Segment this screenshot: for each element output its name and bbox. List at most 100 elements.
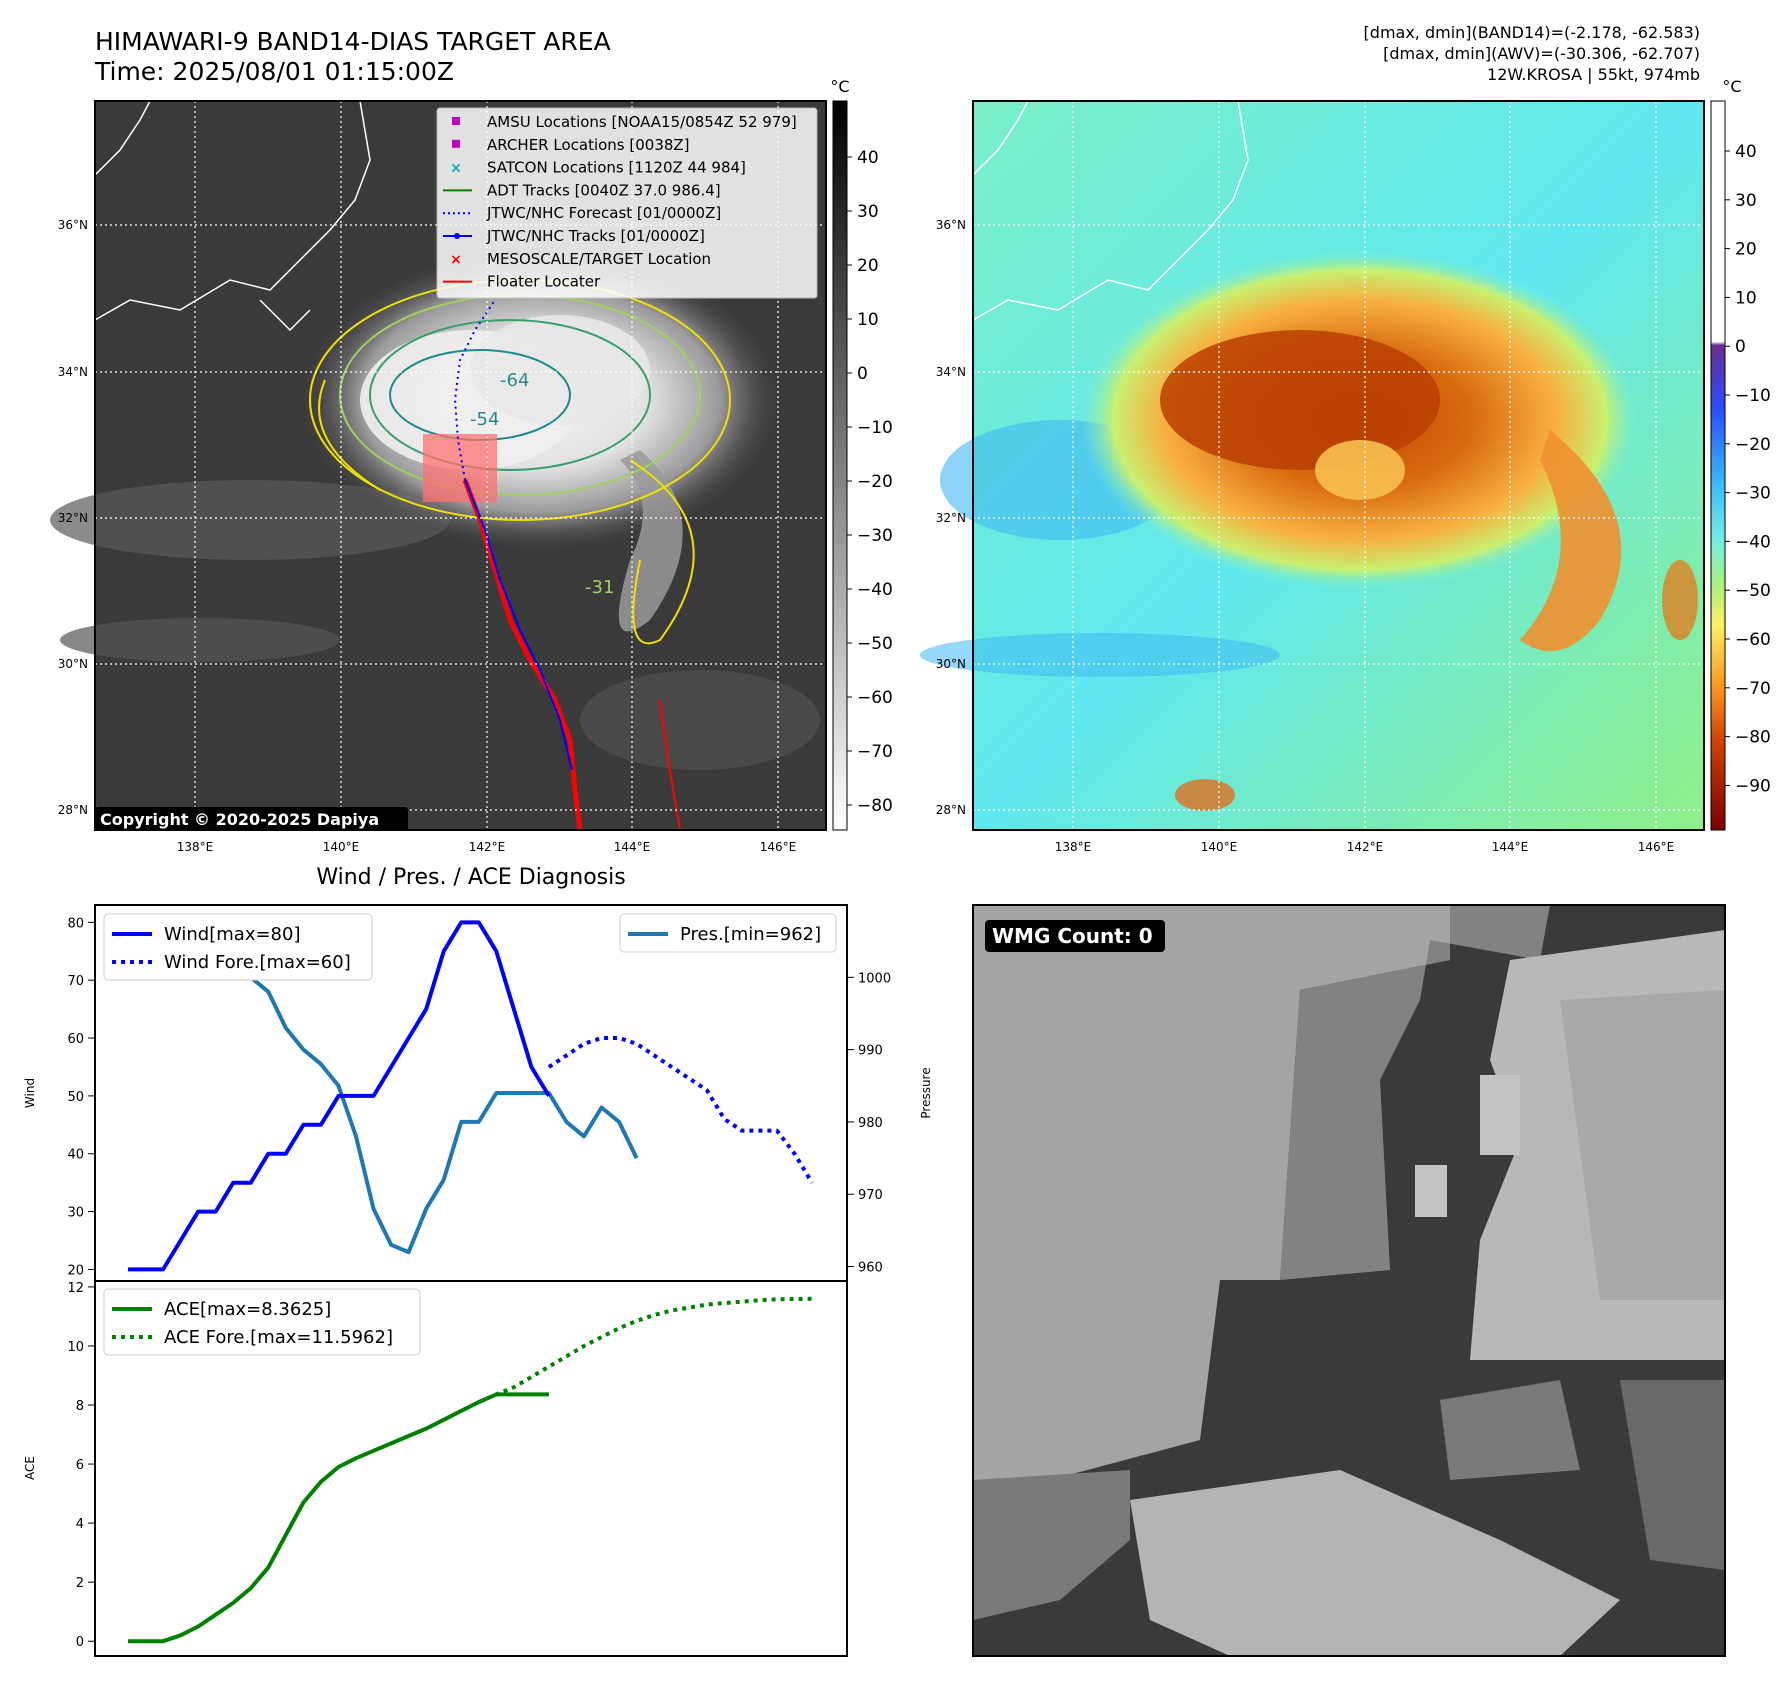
ir-legend: AMSU Locations [NOAA15/0854Z 52 979] ARCH… (436, 107, 818, 299)
figure-title: HIMAWARI-9 BAND14-DIAS TARGET AREA (95, 27, 611, 56)
legend-item-label: ADT Tracks [0040Z 37.0 986.4] (487, 181, 721, 199)
svg-text:142°E: 142°E (1347, 840, 1384, 854)
colorbar-tick-label: −10 (857, 418, 893, 438)
svg-text:30°N: 30°N (58, 657, 88, 671)
svg-text:146°E: 146°E (760, 840, 797, 854)
svg-text:140°E: 140°E (323, 840, 360, 854)
legend-item-label: SATCON Locations [1120Z 44 984] (487, 159, 746, 177)
pressure-legend-label: Pres.[min=962] (680, 924, 821, 945)
legend-marker-square (452, 117, 460, 125)
svg-text:34°N: 34°N (936, 365, 966, 379)
colorbar-tick-label: 20 (1735, 240, 1757, 260)
svg-text:28°N: 28°N (58, 803, 88, 817)
ir-colorbar-unit: °C (830, 77, 849, 96)
svg-text:34°N: 34°N (58, 365, 88, 379)
wmg-count-label: WMG Count: 0 (992, 924, 1153, 948)
colorbar-tick-label: −80 (857, 796, 893, 816)
legend-item-label: Floater Locater (487, 273, 601, 291)
colorbar-tick-label: 40 (857, 148, 879, 168)
legend-item-label: MESOSCALE/TARGET Location (487, 250, 711, 268)
ace-axis-tick-label: 4 (76, 1517, 84, 1532)
colorbar-tick-label: −30 (1735, 484, 1771, 504)
wind-axis-tick-label: 50 (67, 1090, 84, 1105)
svg-text:146°E: 146°E (1638, 840, 1675, 854)
colorbar-tick-label: −70 (1735, 679, 1771, 699)
ir-map: -64 -54 -31 AMSU Locations [NOAA15/0854Z… (50, 100, 827, 854)
legend-item-label: ARCHER Locations [0038Z] (487, 136, 690, 154)
wind-axis-tick-label: 30 (67, 1206, 84, 1221)
ace-series-line (477, 1296, 813, 1404)
ace-axis-tick-label: 10 (67, 1340, 84, 1355)
diagnosis-title: Wind / Pres. / ACE Diagnosis (316, 865, 625, 890)
wmg-panel: WMG Count: 0 (972, 904, 1726, 1657)
wv-map: 28°N 30°N 32°N 34°N 36°N 138°E 140°E 142… (920, 100, 1705, 854)
colorbar-tick-label: 0 (857, 364, 868, 384)
colorbar-tick-label: −20 (857, 472, 893, 492)
colorbar-tick-label: −80 (1735, 728, 1771, 748)
contour-label-64: -64 (500, 370, 529, 391)
colorbar-tick-label: −20 (1735, 435, 1771, 455)
colorbar-tick-label: 30 (857, 202, 879, 222)
svg-text:36°N: 36°N (936, 218, 966, 232)
svg-text:140°E: 140°E (1201, 840, 1238, 854)
ace-axis-tick-label: 2 (76, 1576, 84, 1591)
pressure-legend-box (619, 913, 837, 953)
colorbar-tick-label: −90 (1735, 776, 1771, 796)
wind-axis-tick-label: 70 (67, 974, 84, 989)
colorbar-tick-label: −60 (1735, 630, 1771, 650)
wv-lat-ticks: 28°N 30°N 32°N 34°N 36°N (936, 218, 966, 817)
pressure-axis-tick-label: 980 (858, 1116, 883, 1131)
jtwc-track (464, 479, 573, 771)
info-band14: [dmax, dmin](BAND14)=(-2.178, -62.583) (1364, 23, 1700, 42)
info-storm: 12W.KROSA | 55kt, 974mb (1487, 65, 1700, 84)
legend-item-label: AMSU Locations [NOAA15/0854Z 52 979] (487, 113, 797, 131)
ace-axis-tick-label: 0 (76, 1635, 84, 1650)
legend-item-label: JTWC/NHC Tracks [01/0000Z] (486, 227, 705, 245)
contour-label-54: -54 (470, 409, 499, 430)
colorbar-tick-label: 0 (1735, 337, 1746, 357)
svg-text:138°E: 138°E (177, 840, 214, 854)
colorbar-tick-label: −10 (1735, 386, 1771, 406)
colorbar-tick-label: 30 (1735, 191, 1757, 211)
copyright-label: Copyright © 2020-2025 Dapiya (100, 810, 379, 829)
svg-text:142°E: 142°E (469, 840, 506, 854)
svg-text:138°E: 138°E (1055, 840, 1092, 854)
ir-lon-ticks: 138°E 140°E 142°E 144°E 146°E (177, 840, 797, 854)
pressure-axis-tick-label: 960 (858, 1261, 883, 1276)
info-awv: [dmax, dmin](AWV)=(-30.306, -62.707) (1383, 44, 1700, 63)
wind-legend-label: Wind Fore.[max=60] (164, 952, 351, 973)
wind-series-line (128, 920, 551, 1272)
ace-axis-tick-label: 6 (76, 1458, 84, 1473)
contour-label-31: -31 (585, 577, 614, 598)
pressure-axis-tick-label: 970 (858, 1188, 883, 1203)
wind-axis-tick-label: 40 (67, 1148, 84, 1163)
ace-legend-label: ACE[max=8.3625] (164, 1299, 331, 1320)
svg-text:144°E: 144°E (614, 840, 651, 854)
wind-axis-tick-label: 20 (67, 1263, 84, 1278)
svg-text:32°N: 32°N (58, 511, 88, 525)
legend-marker-x: × (450, 161, 462, 177)
legend-marker-x: × (450, 252, 462, 268)
colorbar-tick-label: 10 (857, 310, 879, 330)
wv-gridlines (973, 101, 1704, 830)
colorbar-tick-label: −30 (857, 526, 893, 546)
wind-legend-label: Wind[max=80] (164, 924, 301, 945)
colorbar-tick-label: −40 (1735, 532, 1771, 552)
wv-lon-ticks: 138°E 140°E 142°E 144°E 146°E (1055, 840, 1675, 854)
wv-colorbar-unit: °C (1722, 77, 1741, 96)
ace-axis-tick-label: 12 (67, 1281, 84, 1296)
legend-marker-dot (454, 233, 460, 239)
wind-axis-tick-label: 60 (67, 1032, 84, 1047)
wind-series-line (547, 1036, 814, 1184)
target-area-box (423, 434, 497, 502)
colorbar-tick-label: −50 (1735, 581, 1771, 601)
figure-time: Time: 2025/08/01 01:15:00Z (94, 57, 454, 86)
colorbar-tick-label: −50 (857, 634, 893, 654)
svg-text:32°N: 32°N (936, 511, 966, 525)
svg-text:36°N: 36°N (58, 218, 88, 232)
legend-item-label: JTWC/NHC Forecast [01/0000Z] (486, 204, 721, 222)
ir-lat-ticks: 28°N 30°N 32°N 34°N 36°N (58, 218, 88, 817)
svg-text:28°N: 28°N (936, 803, 966, 817)
wind-axis-label: Wind (23, 1078, 37, 1108)
colorbar-tick-label: −40 (857, 580, 893, 600)
